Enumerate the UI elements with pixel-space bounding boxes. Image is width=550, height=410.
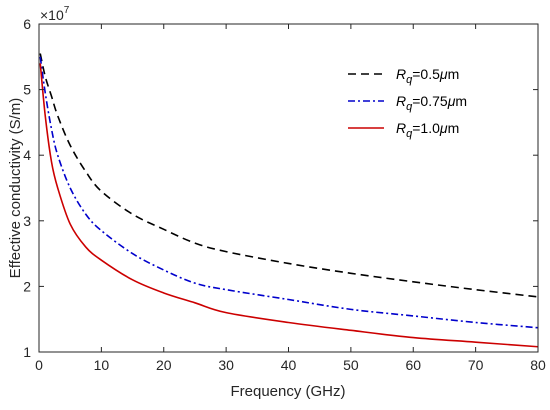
x-tick-label: 80	[530, 357, 546, 373]
y-multiplier-exponent: 7	[64, 5, 70, 16]
plot-frame	[38, 23, 539, 353]
legend-label-1: Rq=0.5μm	[396, 66, 459, 86]
y-tick-label: 5	[23, 82, 31, 98]
y-tick-label: 3	[23, 213, 31, 229]
x-tick-label: 10	[94, 357, 110, 373]
y-multiplier-base: ×10	[40, 7, 64, 23]
legend-label-2: Rq=0.75μm	[396, 93, 467, 113]
series-line-1	[39, 53, 539, 298]
x-tick-label: 60	[405, 357, 421, 373]
x-tick-label: 20	[156, 357, 172, 373]
y-multiplier: ×107	[40, 5, 70, 23]
x-tick-label: 30	[218, 357, 234, 373]
legend: Rq=0.5μm Rq=0.75μm Rq=1.0μm	[348, 66, 467, 140]
x-tick-label: 40	[281, 357, 297, 373]
series-line-3	[39, 63, 539, 348]
y-tick-label: 4	[23, 147, 31, 163]
series-lines	[39, 53, 539, 348]
series-line-2	[39, 56, 539, 329]
x-tick-label: 70	[468, 357, 484, 373]
x-axis-label: Frequency (GHz)	[230, 383, 345, 400]
axis-ticks	[38, 23, 539, 353]
y-tick-label: 6	[23, 16, 31, 32]
y-tick-label: 1	[23, 344, 31, 360]
tick-labels: 0 10 20 30 40 50 60 70 80 1 2 3 4 5 6	[23, 16, 546, 373]
legend-label-3: Rq=1.0μm	[396, 120, 459, 140]
x-tick-label: 50	[343, 357, 359, 373]
y-tick-label: 2	[23, 278, 31, 294]
x-tick-label: 0	[35, 357, 43, 373]
y-axis-label: Effective conductivity (S/m)	[7, 98, 24, 279]
